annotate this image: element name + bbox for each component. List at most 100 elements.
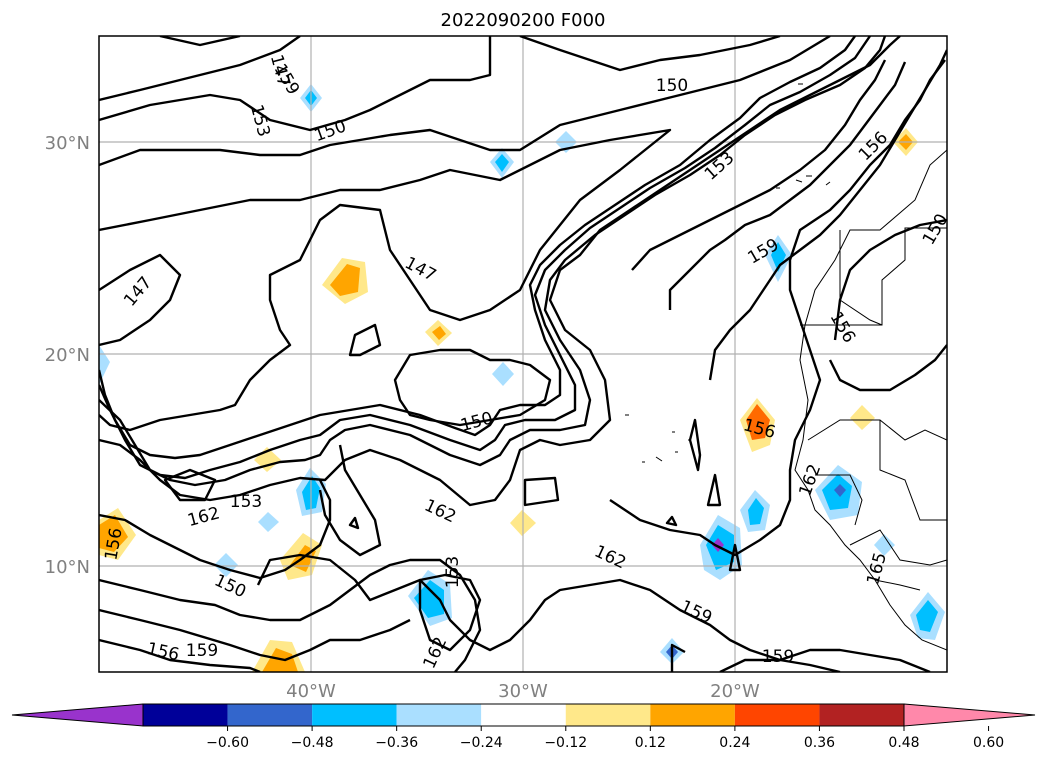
contour-label: 159: [762, 647, 794, 667]
contour-line: [99, 36, 871, 480]
canary-islands: [776, 83, 831, 189]
anomaly-negative: [874, 534, 895, 556]
anomaly-positive: [850, 405, 875, 430]
contour-line: [99, 36, 887, 487]
colorbar-segment: [396, 704, 482, 726]
colorbar-frame: [142, 703, 905, 727]
contour-line: [670, 643, 686, 672]
country-border: [839, 230, 883, 326]
contour-line: [99, 36, 492, 132]
anomaly-negative: [771, 242, 786, 272]
colorbar-tick-label: 0.48: [888, 735, 919, 751]
contour-line: [728, 543, 742, 572]
contour-line: [708, 49, 947, 381]
contour-line: [318, 444, 382, 557]
colorbar-tick-label: −0.48: [291, 735, 334, 751]
anomaly-positive: [432, 326, 446, 340]
contour-label: 159: [186, 641, 218, 661]
colorbar-extend-min: [11, 703, 144, 727]
map-frame: [98, 35, 948, 673]
contour-line: [99, 253, 182, 347]
contour-line: [99, 608, 411, 662]
contour-line: [99, 36, 901, 507]
anomaly-positive: [330, 264, 360, 296]
contour-lines: [99, 36, 947, 672]
contour-line: [418, 573, 482, 652]
colorbar-segment: [819, 704, 904, 726]
anomaly-negative: [258, 512, 279, 532]
latitude-labels: 30°N 20°N 10°N: [45, 133, 90, 578]
anomaly-negative: [99, 345, 110, 385]
colorbar-tick-label: 0.24: [719, 735, 750, 751]
contour-line: [99, 128, 672, 432]
figure-title: 2022090200 F000: [441, 10, 606, 31]
contour-line: [99, 558, 482, 672]
colorbar-tick-label: −0.12: [544, 735, 587, 751]
country-border: [807, 419, 947, 441]
contour-line: [393, 348, 552, 427]
anomaly-negative: [492, 362, 514, 386]
colorbar-tick-label: 0.12: [635, 735, 666, 751]
colorbar-segment: [481, 704, 566, 726]
anomaly-negative: [834, 484, 846, 497]
colorbar-tick-label: 0.36: [804, 735, 835, 751]
africa-coastline: [794, 149, 947, 651]
contour-line: [668, 61, 907, 310]
country-border: [815, 474, 863, 526]
country-border: [874, 579, 921, 591]
contour-line: [631, 59, 887, 271]
anomaly-negative: [748, 498, 764, 525]
contour-line: [99, 479, 332, 580]
contour-line: [256, 553, 841, 672]
colorbar-tick-label: −0.36: [375, 735, 418, 751]
colorbar-segment: [734, 704, 820, 726]
colorbar-tick-label: −0.60: [206, 735, 249, 751]
contour-line: [99, 36, 301, 102]
longitude-labels: 40°W 30°W 20°W: [286, 681, 760, 702]
contour-line: [348, 323, 382, 357]
contour-label: 153: [230, 492, 262, 512]
contour-label: 150: [656, 76, 688, 96]
contour-line: [706, 473, 722, 507]
lon-label: 40°W: [286, 681, 336, 702]
contour-line: [523, 476, 560, 507]
contour-line: [719, 648, 931, 672]
anomaly-positive: [746, 404, 770, 440]
colorbar-segment: [312, 704, 397, 726]
anomaly-negative: [916, 600, 938, 632]
contour-label: 153: [443, 556, 463, 588]
lon-label: 20°W: [710, 681, 760, 702]
colorbar-segment: [143, 704, 228, 726]
cape-verde-islands: [625, 414, 691, 463]
colorbar-tick-label: 0.60: [973, 735, 1004, 751]
colorbar-segment: [650, 704, 735, 726]
anomaly-positive: [99, 515, 128, 552]
contour-line: [665, 515, 678, 527]
anomaly-negative: [414, 580, 444, 618]
colorbar-segment: [565, 704, 651, 726]
contour-line: [99, 36, 856, 460]
country-border: [849, 529, 947, 566]
lon-label: 30°W: [498, 681, 548, 702]
contour-line: [688, 418, 702, 472]
contour-line: [159, 36, 241, 47]
colorbar-tick-label: −0.24: [460, 735, 503, 751]
contour-line: [99, 638, 261, 672]
lat-label: 30°N: [45, 133, 90, 154]
map-panel: 150 153 156 159 147 150 153 147 147 150 …: [98, 35, 948, 673]
lat-label: 10°N: [45, 557, 90, 578]
contour-line: [828, 344, 947, 392]
lat-label: 20°N: [45, 345, 90, 366]
coastlines: [625, 83, 947, 651]
contour-line: [833, 218, 947, 341]
colorbar-segment: [227, 704, 313, 726]
contour-line: [609, 59, 946, 557]
country-border: [879, 420, 947, 521]
contour-line: [163, 468, 217, 502]
contour-line: [519, 36, 781, 72]
contour-line: [348, 516, 360, 530]
anomaly-negative: [495, 154, 509, 172]
colorbar-extend-max: [903, 703, 1036, 727]
contour-line: [99, 36, 831, 167]
